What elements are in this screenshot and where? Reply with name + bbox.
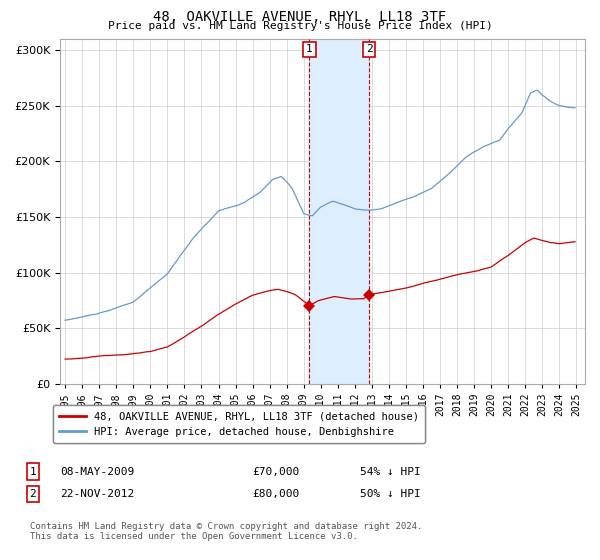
Text: 2: 2	[29, 489, 37, 499]
Text: 2: 2	[366, 44, 373, 54]
Text: 48, OAKVILLE AVENUE, RHYL, LL18 3TF: 48, OAKVILLE AVENUE, RHYL, LL18 3TF	[154, 10, 446, 24]
Text: 1: 1	[306, 44, 313, 54]
Bar	[310, 39, 369, 384]
Text: 50% ↓ HPI: 50% ↓ HPI	[360, 489, 421, 499]
Text: £70,000: £70,000	[252, 466, 299, 477]
Text: £80,000: £80,000	[252, 489, 299, 499]
Text: Price paid vs. HM Land Registry's House Price Index (HPI): Price paid vs. HM Land Registry's House …	[107, 21, 493, 31]
Legend: 48, OAKVILLE AVENUE, RHYL, LL18 3TF (detached house), HPI: Average price, detach: 48, OAKVILLE AVENUE, RHYL, LL18 3TF (det…	[53, 405, 425, 443]
Text: 1: 1	[29, 466, 37, 477]
Text: Contains HM Land Registry data © Crown copyright and database right 2024.
This d: Contains HM Land Registry data © Crown c…	[30, 522, 422, 542]
Text: 22-NOV-2012: 22-NOV-2012	[60, 489, 134, 499]
Text: 54% ↓ HPI: 54% ↓ HPI	[360, 466, 421, 477]
Text: 08-MAY-2009: 08-MAY-2009	[60, 466, 134, 477]
